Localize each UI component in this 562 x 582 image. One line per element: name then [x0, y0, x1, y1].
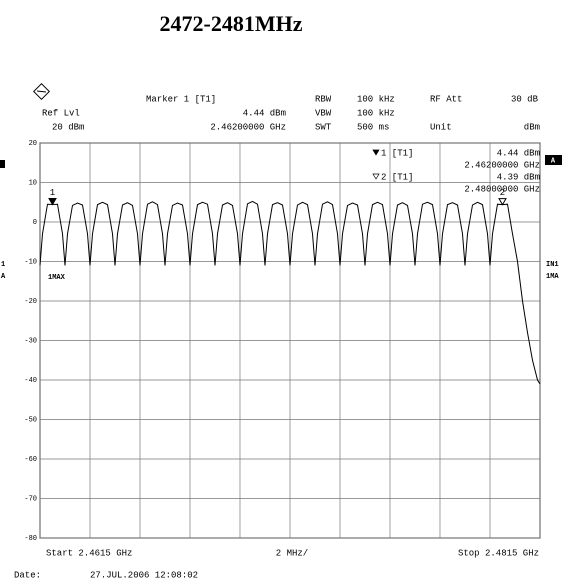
readout-level: 4.44 dBm [497, 148, 540, 158]
marker [498, 198, 507, 206]
unit: dBm [524, 122, 540, 132]
y-tick-label: -70 [24, 495, 37, 503]
ref-lvl: 20 dBm [52, 122, 84, 132]
trace [39, 200, 541, 385]
date-label: Date: [14, 570, 41, 580]
y-tick-label: -20 [24, 298, 37, 306]
marker-tag: 2 [500, 188, 505, 198]
left-1: 1 [1, 261, 5, 269]
y-tick-label: -50 [24, 416, 37, 424]
rfatt-label: RF Att [430, 94, 462, 104]
right-ma: 1MA [546, 273, 559, 281]
trace-label: 1MAX [48, 274, 66, 282]
marker-tag: 1 [50, 188, 55, 198]
y-tick-label: 20 [29, 140, 37, 148]
readout-label: 2 [T1] [381, 172, 413, 182]
right-in: IN1 [546, 261, 559, 269]
left-a: A [1, 273, 6, 281]
readout-label: 1 [T1] [381, 148, 413, 158]
readout-freq: 2.48000000 GHz [464, 184, 540, 194]
y-tick-label: -30 [24, 337, 37, 345]
a-box [545, 155, 562, 165]
rfatt: 30 dB [511, 94, 539, 104]
left-flag [0, 160, 5, 168]
stop-label: Stop 2.4815 GHz [458, 548, 539, 558]
marker-level: 4.44 dBm [243, 108, 286, 118]
marker [48, 197, 57, 206]
y-tick-label: -60 [24, 456, 37, 464]
vbw: 100 kHz [357, 108, 395, 118]
swt: 500 ms [357, 122, 389, 132]
swt-label: SWT [315, 122, 332, 132]
span-label: 2 MHz/ [276, 548, 308, 558]
vbw-label: VBW [315, 108, 332, 118]
readout-symbol [372, 173, 380, 180]
chart-title: 2472-2481MHz [160, 11, 303, 36]
y-tick-label: -10 [24, 258, 37, 266]
start-label: Start 2.4615 GHz [46, 548, 132, 558]
readout-symbol [372, 149, 380, 156]
marker-title: Marker 1 [T1] [146, 94, 216, 104]
ref-lvl-label: Ref Lvl [42, 108, 80, 118]
readout-level: 4.39 dBm [497, 172, 540, 182]
marker-freq: 2.46200000 GHz [210, 122, 286, 132]
logo [33, 83, 50, 100]
a-box-label: A [551, 157, 556, 165]
rbw-label: RBW [315, 94, 332, 104]
y-tick-label: -80 [24, 535, 37, 543]
rbw: 100 kHz [357, 94, 395, 104]
readout-freq: 2.46200000 GHz [464, 160, 540, 170]
date: 27.JUL.2006 12:08:02 [90, 570, 198, 580]
y-tick-label: 0 [33, 219, 37, 227]
unit-label: Unit [430, 122, 452, 132]
y-tick-label: 10 [29, 179, 37, 187]
y-tick-label: -40 [24, 377, 37, 385]
